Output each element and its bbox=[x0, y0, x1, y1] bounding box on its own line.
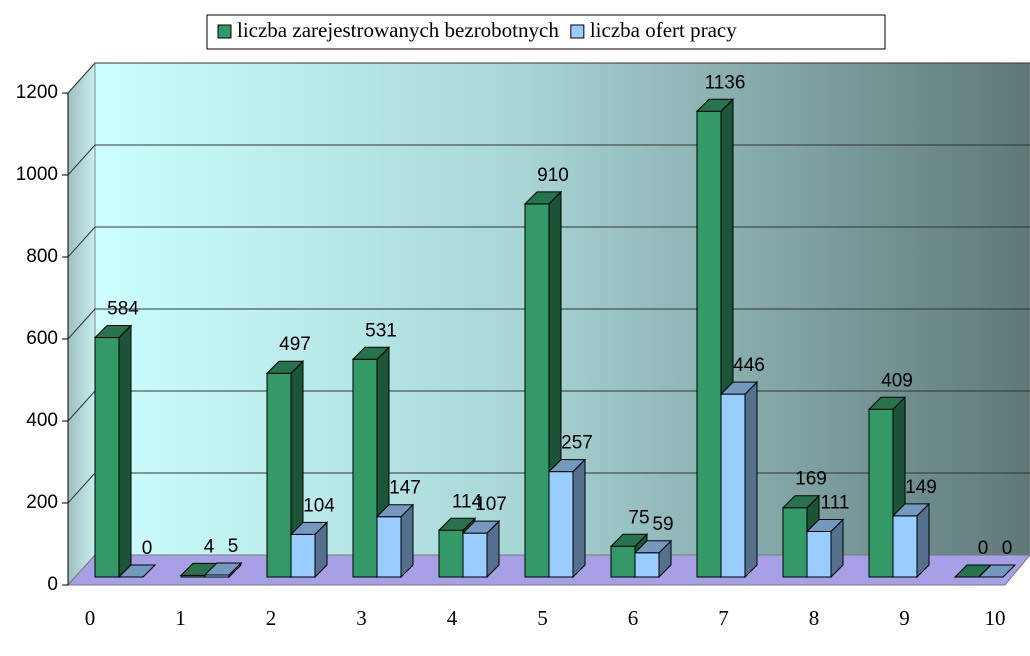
bar-side bbox=[118, 324, 132, 579]
legend: liczba zarejestrowanych bezrobotnych licz… bbox=[206, 14, 886, 50]
bar-front bbox=[782, 507, 808, 578]
bar-top bbox=[203, 562, 243, 576]
bar-top bbox=[117, 564, 157, 578]
legend-swatch bbox=[217, 24, 232, 39]
bar-top bbox=[93, 325, 133, 339]
y-tick-label: 1000 bbox=[16, 164, 58, 185]
x-tick-label: 2 bbox=[266, 606, 277, 630]
bar-top bbox=[867, 396, 907, 410]
y-tick-label: 400 bbox=[26, 410, 58, 431]
bar-top bbox=[781, 495, 821, 509]
x-tick-label: 5 bbox=[537, 606, 548, 630]
data-label: 4 bbox=[204, 536, 215, 557]
y-tick-label: 0 bbox=[47, 574, 58, 595]
bar-top bbox=[375, 504, 415, 518]
data-label: 0 bbox=[1002, 538, 1013, 559]
bar-front bbox=[696, 110, 722, 578]
data-label: 1136 bbox=[705, 72, 746, 93]
legend-label: liczba zarejestrowanych bezrobotnych bbox=[237, 18, 559, 42]
legend-label: liczba ofert pracy bbox=[590, 18, 737, 42]
data-label: 59 bbox=[652, 514, 673, 535]
x-tick-label: 1 bbox=[175, 606, 186, 630]
bar-front bbox=[462, 532, 488, 578]
y-tick-label: 1200 bbox=[16, 82, 58, 103]
bar-side bbox=[572, 458, 586, 579]
bar-top bbox=[891, 503, 931, 517]
y-tick-label: 600 bbox=[26, 328, 58, 349]
bar-front bbox=[868, 408, 894, 578]
bar-top bbox=[719, 381, 759, 395]
bar-top bbox=[977, 564, 1017, 578]
data-label: 107 bbox=[475, 494, 507, 515]
data-label: 0 bbox=[142, 538, 153, 559]
x-tick-label: 6 bbox=[628, 606, 639, 630]
bar-front bbox=[94, 337, 120, 578]
y-tick-label: 200 bbox=[26, 492, 58, 513]
x-tick-label: 10 bbox=[985, 606, 1006, 630]
data-label: 111 bbox=[821, 493, 850, 514]
bar-front bbox=[892, 515, 918, 578]
data-label: 910 bbox=[537, 165, 569, 186]
bar-top bbox=[351, 346, 391, 360]
x-tick-label: 3 bbox=[356, 606, 367, 630]
bar-top bbox=[523, 191, 563, 205]
data-label: 531 bbox=[365, 320, 397, 341]
data-label: 0 bbox=[978, 538, 989, 559]
data-label: 169 bbox=[795, 469, 827, 490]
bar-front bbox=[376, 516, 402, 578]
bar-side bbox=[916, 502, 930, 579]
data-label: 147 bbox=[389, 478, 421, 499]
bar-top bbox=[609, 533, 649, 547]
bar-front bbox=[524, 203, 550, 578]
legend-swatch bbox=[570, 24, 585, 39]
data-label: 446 bbox=[733, 355, 765, 376]
data-label: 409 bbox=[881, 370, 913, 391]
bar-top bbox=[289, 521, 329, 535]
bar-front bbox=[610, 545, 636, 578]
bar-front bbox=[266, 372, 292, 578]
bar-top bbox=[547, 459, 587, 473]
legend-box bbox=[206, 14, 886, 50]
bar-front bbox=[548, 471, 574, 578]
data-label: 5 bbox=[228, 536, 239, 557]
bar-front bbox=[806, 530, 832, 578]
x-tick-label: 4 bbox=[447, 606, 458, 630]
bar-top bbox=[437, 517, 477, 531]
x-tick-label: 9 bbox=[899, 606, 910, 630]
bar-front bbox=[634, 552, 660, 578]
data-label: 497 bbox=[279, 334, 311, 355]
data-label: 149 bbox=[905, 477, 937, 498]
bar-top bbox=[265, 360, 305, 374]
bar-side bbox=[744, 380, 758, 579]
data-label: 104 bbox=[303, 495, 335, 516]
x-tick-label: 7 bbox=[718, 606, 729, 630]
data-label: 75 bbox=[628, 507, 649, 528]
x-tick-label: 0 bbox=[85, 606, 96, 630]
bar-front bbox=[720, 393, 746, 578]
bar-top bbox=[695, 98, 735, 112]
bar-top bbox=[633, 540, 673, 554]
x-tick-label: 8 bbox=[809, 606, 820, 630]
data-label: 584 bbox=[107, 299, 139, 320]
bar-front bbox=[438, 529, 464, 578]
bar-top bbox=[805, 518, 845, 532]
grid-line bbox=[67, 62, 1030, 94]
bar-top bbox=[461, 520, 501, 534]
bar-front bbox=[290, 533, 316, 578]
bar-front bbox=[352, 358, 378, 578]
data-label: 114 bbox=[452, 491, 483, 512]
y-tick-label: 800 bbox=[26, 246, 58, 267]
data-label: 257 bbox=[561, 433, 593, 454]
